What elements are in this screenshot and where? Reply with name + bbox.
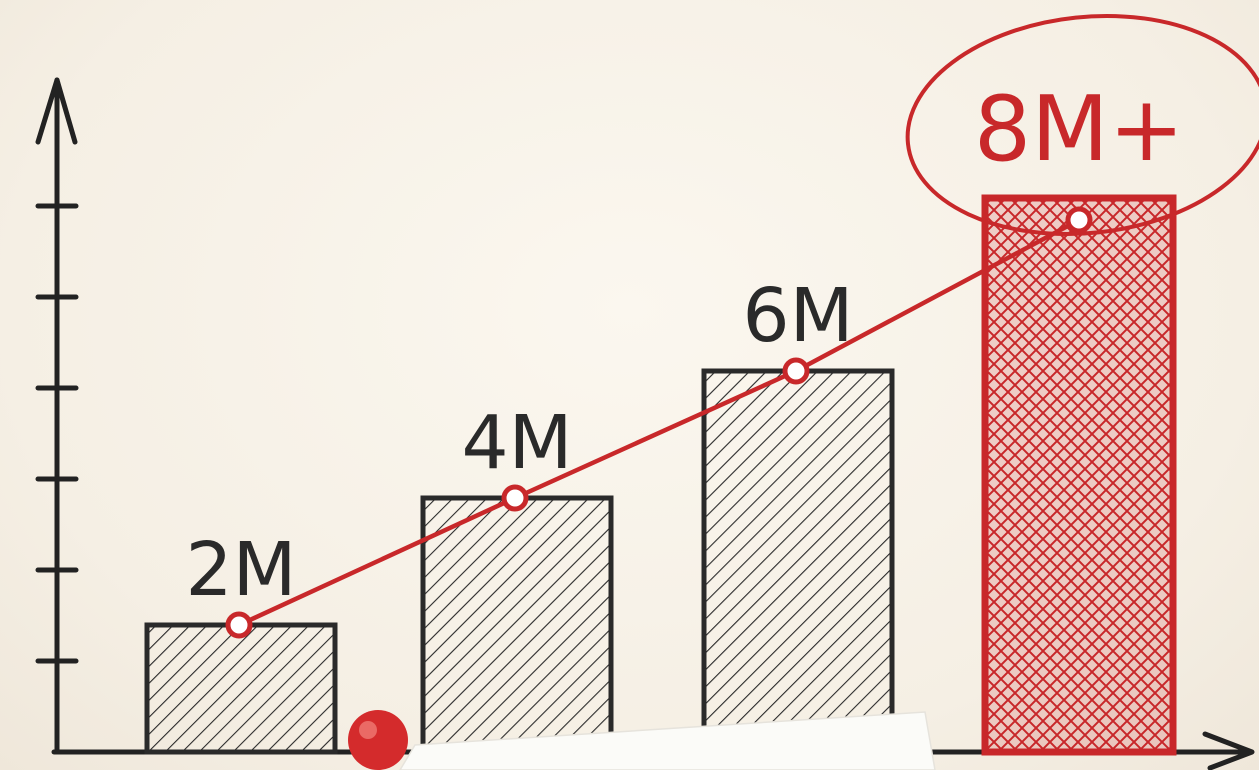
trend-line-group xyxy=(225,206,1093,639)
trend-point xyxy=(1065,206,1093,234)
bar xyxy=(701,368,895,755)
value-labels: 2M 4M 6M 8M+ xyxy=(186,13,1259,613)
bar xyxy=(981,194,1177,756)
bars xyxy=(144,194,1177,756)
trend-point xyxy=(501,484,529,512)
value-label: 6M xyxy=(743,273,854,359)
trend-point xyxy=(782,357,810,385)
value-label: 4M xyxy=(462,400,573,486)
bar xyxy=(420,495,614,755)
pushpin-icon xyxy=(348,710,408,770)
trend-point xyxy=(225,611,253,639)
paper-card xyxy=(399,711,936,770)
x-axis-arrowhead xyxy=(1202,731,1255,770)
bar-highlight-fill xyxy=(985,198,1173,752)
y-ticks xyxy=(35,203,79,664)
highlight-circle xyxy=(905,13,1259,237)
value-label: 8M+ xyxy=(974,77,1184,182)
bar xyxy=(144,622,338,755)
trend-line xyxy=(236,217,1082,628)
y-axis-arrowhead xyxy=(35,77,78,145)
value-label: 2M xyxy=(186,527,297,613)
